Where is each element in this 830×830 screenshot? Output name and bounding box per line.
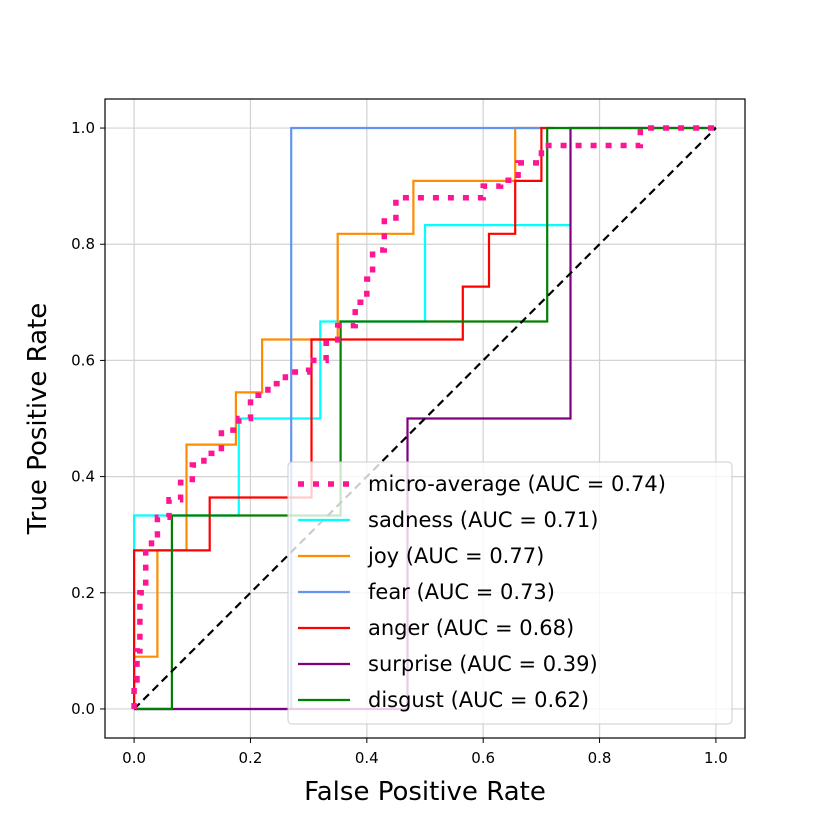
legend-label-micro-average: micro-average (AUC = 0.74) (368, 472, 666, 496)
x-tick-label: 1.0 (704, 749, 728, 767)
y-axis-title: True Positive Rate (23, 303, 53, 536)
x-tick-label: 0.6 (471, 749, 495, 767)
x-tick-label: 0.8 (588, 749, 612, 767)
y-tick-label: 1.0 (71, 119, 95, 137)
x-tick-label: 0.0 (122, 749, 146, 767)
ticks: 0.0 0.2 0.4 0.6 0.8 1.0 0.0 0.2 0.4 0.6 0.8 1.0 (71, 119, 728, 767)
y-tick-label: 0.2 (71, 584, 95, 602)
plot-frame (104, 98, 746, 739)
series-line-joy (133, 126, 542, 709)
series-line-chance (133, 127, 717, 710)
y-tick-label: 0.4 (71, 468, 95, 486)
y-tick-label: 0.8 (71, 235, 95, 253)
legend-label-joy: joy (AUC = 0.77) (367, 544, 544, 568)
series-line-micro-average (131, 125, 716, 709)
legend-label-surprise: surprise (AUC = 0.39) (368, 652, 598, 676)
legend-box (287, 461, 733, 725)
legend-label-disgust: disgust (AUC = 0.62) (368, 688, 589, 712)
legend-label-fear: fear (AUC = 0.73) (368, 580, 555, 604)
y-tick-label: 0.6 (71, 351, 95, 369)
x-axis-title: False Positive Rate (304, 777, 546, 807)
legend-label-anger: anger (AUC = 0.68) (368, 616, 574, 640)
x-tick-label: 0.4 (355, 749, 379, 767)
legend: micro-average (AUC = 0.74) sadness (AUC =… (287, 461, 733, 725)
series-line-anger (133, 126, 553, 709)
series-lines (131, 125, 717, 711)
series-line-disgust (134, 126, 716, 711)
y-tick-label: 0.0 (71, 700, 95, 718)
series-line-sadness (133, 224, 571, 709)
legend-label-sadness: sadness (AUC = 0.71) (368, 508, 598, 532)
x-tick-label: 0.2 (239, 749, 263, 767)
